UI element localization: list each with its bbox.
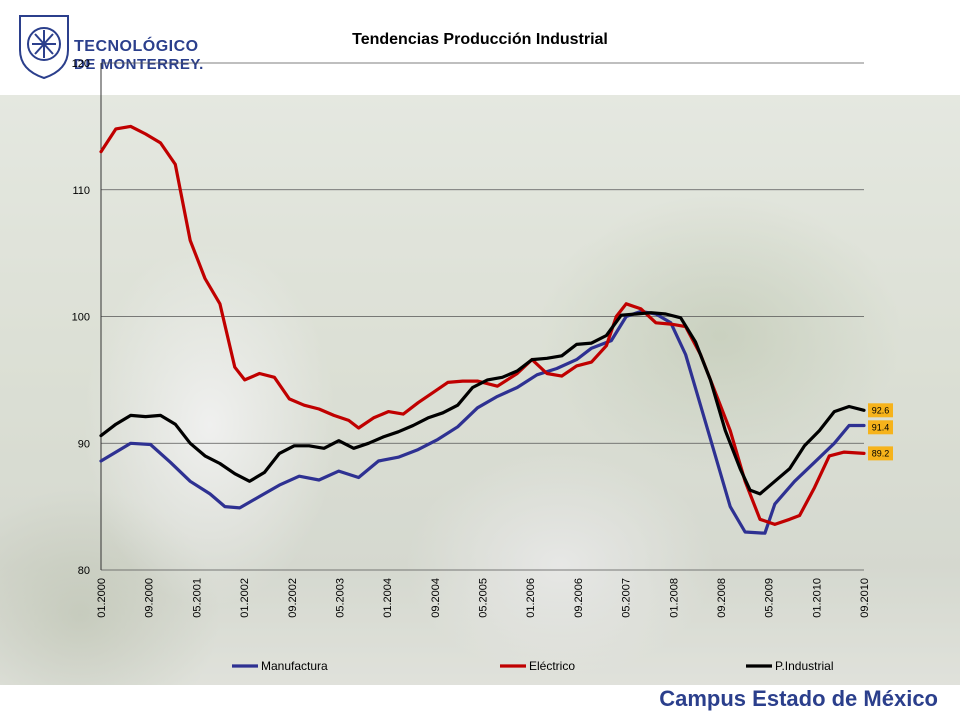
x-tick-label-8: 05.2005 [478, 578, 490, 618]
end-label-value-1: 91.4 [872, 422, 890, 432]
legend-label-0: Manufactura [261, 659, 328, 673]
x-tick-label-0: 01.2000 [96, 578, 108, 618]
y-tick-label-80: 80 [78, 565, 90, 577]
x-tick-label-4: 09.2002 [287, 578, 299, 618]
x-tick-label-9: 01.2006 [525, 578, 537, 618]
x-tick-label-2: 05.2001 [191, 578, 203, 618]
y-tick-label-120: 120 [72, 58, 90, 70]
background-photo [0, 95, 960, 685]
legend-label-2: P.Industrial [775, 659, 833, 673]
series-line-el-ctrico [99, 124, 866, 526]
logo-line-1: TECNOLÓGICO [74, 38, 199, 55]
series-line-manufactura [99, 309, 866, 535]
x-tick-label-12: 01.2008 [668, 578, 680, 618]
x-tick-label-16: 09.2010 [859, 578, 871, 618]
end-label-value-2: 89.2 [872, 448, 890, 458]
end-label-value-0: 92.6 [872, 405, 890, 415]
logo-line-2: DE MONTERREY. [74, 56, 204, 73]
end-label-box-0 [868, 403, 893, 418]
x-tick-label-6: 01.2004 [382, 578, 394, 618]
chart-title: Tendencias Producción Industrial [352, 31, 608, 48]
y-tick-label-110: 110 [72, 185, 90, 197]
tec-seal-icon [19, 15, 69, 80]
y-tick-label-100: 100 [72, 312, 90, 324]
campus-footer: Campus Estado de México [659, 686, 938, 711]
y-tick-label-90: 90 [78, 438, 90, 450]
tec-logo: TECNOLÓGICO DE MONTERREY. [14, 8, 214, 80]
x-tick-label-15: 01.2010 [811, 578, 823, 618]
x-tick-label-10: 09.2006 [573, 578, 585, 618]
x-tick-label-1: 09.2000 [144, 578, 156, 618]
x-tick-label-3: 01.2002 [239, 578, 251, 618]
x-tick-label-14: 05.2009 [764, 578, 776, 618]
x-tick-label-11: 05.2007 [621, 578, 633, 618]
end-label-box-2 [868, 446, 893, 461]
x-tick-label-13: 09.2008 [716, 578, 728, 618]
x-tick-label-5: 05.2003 [334, 578, 346, 618]
end-label-box-1 [868, 420, 893, 435]
series-line-p-industrial [99, 311, 866, 496]
legend-label-1: Eléctrico [529, 659, 575, 673]
x-tick-label-7: 09.2004 [430, 578, 442, 618]
